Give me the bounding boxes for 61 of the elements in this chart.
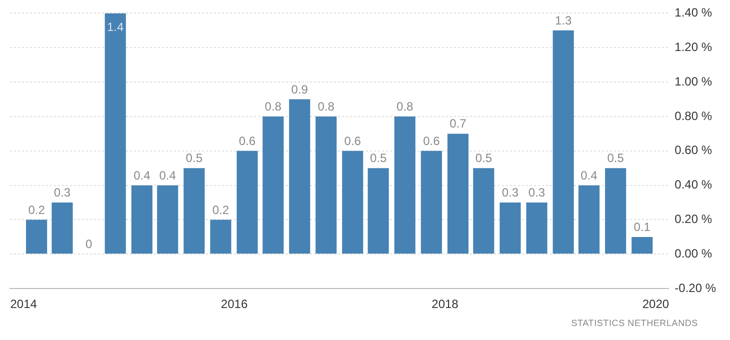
bar [526,202,548,254]
bar [157,185,178,254]
bar [342,150,364,254]
data-label: 0.5 [370,151,387,166]
bar [289,99,310,254]
bar [578,185,600,254]
y-tick-label: 0.80 % [674,108,712,123]
y-tick-label: 0.40 % [674,178,712,192]
y-tick-label: 1.40 % [674,6,712,20]
bar [131,185,152,254]
data-label: 0 [85,237,92,252]
x-tick-label: 2020 [642,297,670,312]
y-tick-label: 1.00 % [674,74,712,88]
data-label: 0.8 [318,99,335,114]
bar [473,168,494,254]
data-label: 0.8 [396,99,414,114]
bar [552,30,574,254]
bar [104,13,126,254]
data-label: 0.5 [607,151,624,166]
bar [394,116,416,254]
data-label: 1.3 [554,13,572,28]
data-label: 0.4 [159,168,176,182]
bar [52,202,73,254]
data-label: 0.6 [344,134,362,148]
data-label: 0.5 [186,151,203,166]
data-label: 0.1 [634,220,651,234]
data-label: 1.4 [107,20,124,34]
data-label: 0.6 [238,134,256,148]
bar [605,168,626,254]
text: STATISTICS NETHERLANDS [571,318,698,328]
data-label: 0.4 [580,168,598,182]
bar [500,202,521,254]
bar [210,220,232,254]
bar [632,236,653,254]
y-tick-label: -0.20 % [674,280,716,295]
data-label: 0.7 [450,116,467,131]
x-tick-label: 2014 [10,297,38,312]
y-tick-label: 1.20 % [674,40,712,54]
data-label: 0.4 [134,168,151,182]
bar [262,116,284,254]
data-label: 0.6 [423,134,440,148]
bar [236,150,258,254]
data-label: 0.2 [212,202,230,217]
data-label: 0.3 [528,186,546,200]
data-label: 0.9 [291,82,308,96]
y-tick-label: 0.20 % [674,212,712,226]
x-tick-label: 2018 [432,297,459,312]
y-tick-label: 0.00 % [674,246,712,260]
data-label: 0.5 [475,151,492,166]
y-tick-label: 0.60 % [674,143,712,158]
data-label: 0.2 [28,202,46,217]
bar [447,134,469,254]
bar [184,168,205,254]
bar [316,116,337,254]
data-label: 0.8 [264,99,282,114]
x-tick-label: 2016 [220,297,248,312]
bar [368,168,389,254]
data-label: 0.3 [54,186,71,200]
bar [420,150,442,254]
data-label: 0.3 [502,186,519,200]
bar [26,220,48,254]
